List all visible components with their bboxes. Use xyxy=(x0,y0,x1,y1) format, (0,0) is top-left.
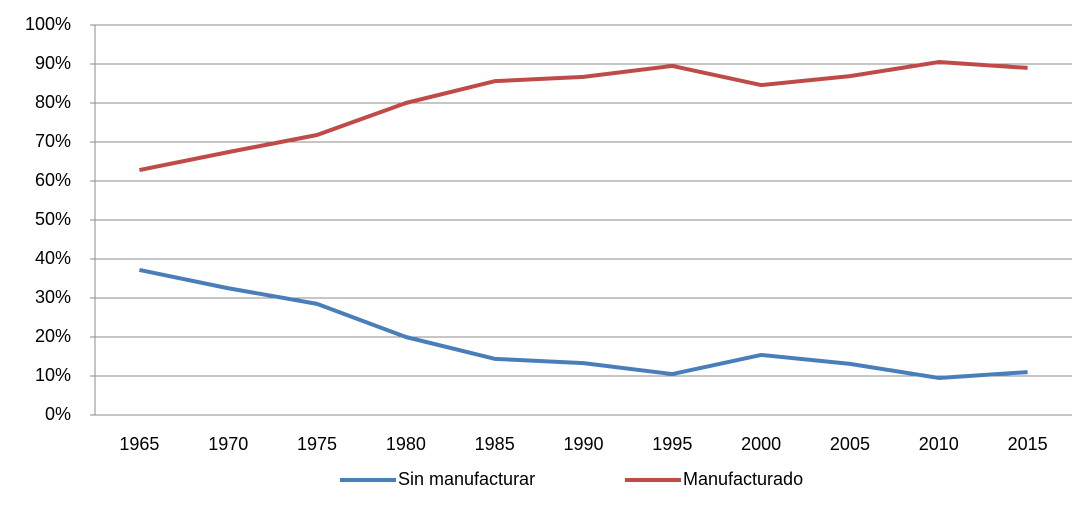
legend-label: Manufacturado xyxy=(683,469,803,489)
y-tick-label: 70% xyxy=(35,131,71,151)
x-tick-label: 2010 xyxy=(919,434,959,454)
line-series xyxy=(139,60,1028,173)
y-tick-label: 100% xyxy=(25,14,71,34)
x-tick-label: 1970 xyxy=(208,434,248,454)
y-tick-label: 20% xyxy=(35,326,71,346)
y-tick-label: 40% xyxy=(35,248,71,268)
y-tick-label: 80% xyxy=(35,92,71,112)
y-tick-label: 30% xyxy=(35,287,71,307)
x-tick-label: 1995 xyxy=(652,434,692,454)
x-tick-label: 2015 xyxy=(1008,434,1048,454)
y-tick-label: 60% xyxy=(35,170,71,190)
x-tick-label: 1975 xyxy=(297,434,337,454)
y-tick-label: 10% xyxy=(35,365,71,385)
x-tick-label: 1980 xyxy=(386,434,426,454)
y-tick-label: 50% xyxy=(35,209,71,229)
x-tick-label: 2000 xyxy=(741,434,781,454)
x-tick-label: 1965 xyxy=(119,434,159,454)
line-series xyxy=(139,267,1028,380)
x-tick-label: 2005 xyxy=(830,434,870,454)
y-tick-label: 90% xyxy=(35,53,71,73)
legend-label: Sin manufacturar xyxy=(398,469,535,489)
x-tick-label: 1985 xyxy=(475,434,515,454)
x-tick-label: 1990 xyxy=(563,434,603,454)
y-tick-label: 0% xyxy=(45,404,71,424)
